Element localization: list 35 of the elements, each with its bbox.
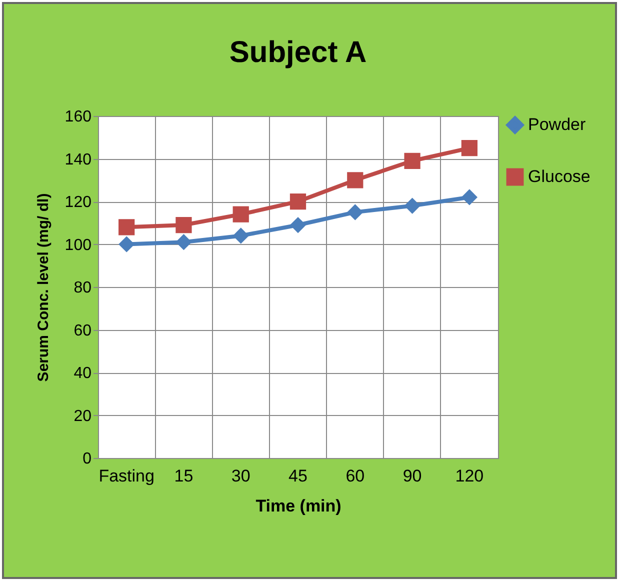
y-tick-label: 140 [64, 151, 92, 168]
point [290, 216, 306, 234]
point [461, 140, 478, 156]
chart-title: Subject A [229, 36, 367, 69]
legend-label: Glucose [528, 167, 590, 186]
point [118, 219, 135, 236]
point [118, 236, 135, 252]
y-tick-label: 100 [64, 236, 92, 254]
point [404, 152, 420, 169]
x-tick-label: 90 [402, 466, 422, 486]
x-tick-label: 30 [231, 466, 250, 486]
x-axis-title: Time (min) [256, 496, 342, 516]
y-tick-label: 40 [74, 365, 92, 382]
x-tick-label: 45 [288, 466, 308, 486]
point [347, 172, 364, 188]
y-tick-label: 60 [74, 322, 92, 340]
y-tick-label: 120 [64, 194, 92, 211]
y-axis-title: Serum Conc. level (mg/ dl) [34, 193, 52, 382]
y-tick-label: 20 [74, 408, 92, 425]
x-tick-label: Fasting [98, 466, 154, 486]
y-tick-label: 80 [74, 280, 92, 296]
point [232, 228, 249, 244]
point [176, 234, 192, 250]
x-tick-label: 15 [174, 466, 194, 486]
point [232, 206, 249, 222]
x-tick-label: 120 [455, 466, 484, 486]
x-tick-label: 60 [346, 466, 365, 486]
point [404, 198, 420, 214]
y-tick-label: 160 [64, 108, 92, 126]
y-tick-label: 0 [82, 450, 92, 468]
point [290, 193, 306, 210]
legend-label: Powder [528, 115, 586, 134]
point [176, 216, 192, 234]
point [347, 204, 364, 220]
point [461, 189, 478, 206]
